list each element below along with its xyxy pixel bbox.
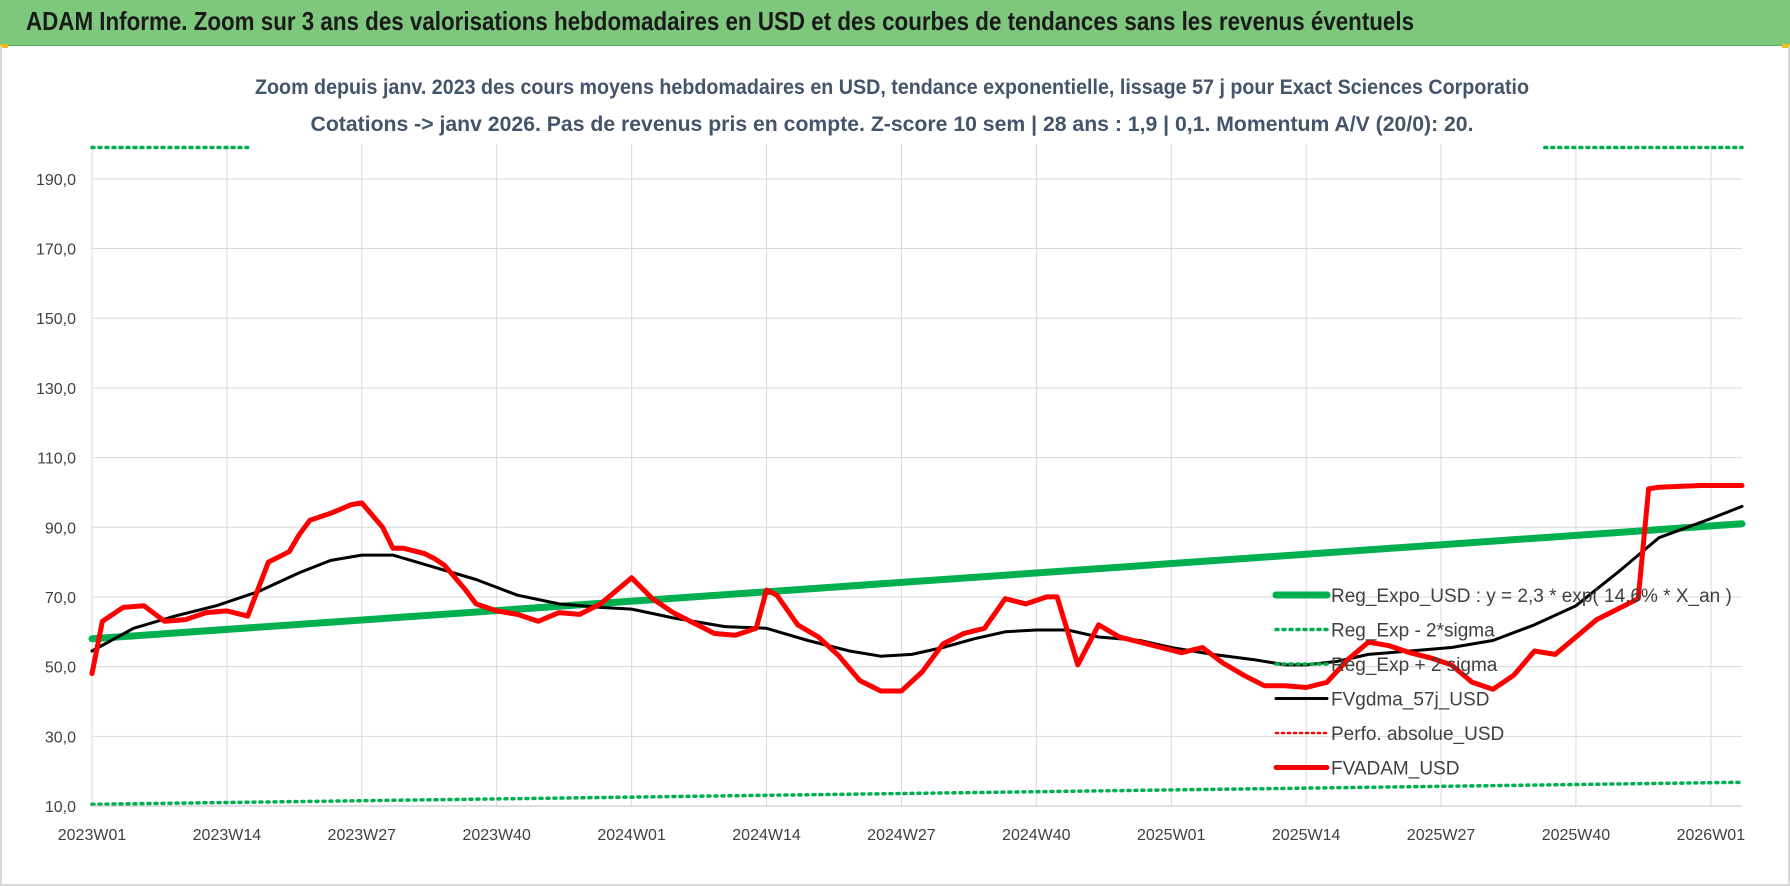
chart-title: Zoom depuis janv. 2023 des cours moyens …: [255, 76, 1529, 99]
x-tick-label: 2023W01: [58, 827, 127, 844]
x-tick-label: 2024W40: [1002, 827, 1071, 844]
legend-entry-label: Reg_Exp + 2 sigma: [1331, 655, 1498, 676]
chart-legend: Reg_Expo_USD : y = 2,3 * exp( 14,6% * X_…: [1272, 586, 1732, 780]
y-tick-label: 90,0: [45, 520, 76, 537]
x-tick-label: 2023W40: [462, 827, 531, 844]
y-tick-label: 130,0: [36, 381, 76, 398]
y-tick-label: 170,0: [36, 242, 76, 259]
y-tick-label: 150,0: [36, 311, 76, 328]
y-tick-label: 190,0: [36, 172, 76, 189]
x-tick-label: 2026W01: [1677, 827, 1746, 844]
y-tick-label: 110,0: [37, 451, 76, 468]
chart-axes: 10,0 30,0 50,0 70,0 90,0 110,0 130,0 150,0 170,0…: [36, 172, 1745, 844]
x-tick-label: 2024W27: [867, 827, 936, 844]
reg-expo-line: [88, 520, 1746, 643]
x-tick-label: 2023W27: [328, 827, 397, 844]
y-tick-label: 50,0: [45, 660, 76, 677]
legend-entry-label: Perfo. absolue_USD: [1331, 724, 1504, 745]
y-tick-label: 30,0: [45, 729, 76, 746]
legend-entry-label: FVADAM_USD: [1331, 759, 1459, 780]
x-tick-label: 2025W40: [1542, 827, 1611, 844]
x-tick-label: 2023W14: [193, 827, 262, 844]
report-title: ADAM Informe. Zoom sur 3 ans des valoris…: [26, 6, 1415, 36]
legend-entry-label: Reg_Exp - 2*sigma: [1331, 621, 1495, 642]
chart-grid: [91, 144, 1742, 807]
x-tick-label: 2025W14: [1272, 827, 1341, 844]
x-tick-label: 2025W01: [1137, 827, 1206, 844]
chart-subtitle: Cotations -> janv 2026. Pas de revenus p…: [311, 113, 1474, 136]
reg-exp-minus-2sigma-line: [90, 780, 1744, 807]
report-banner: ADAM Informe. Zoom sur 3 ans des valoris…: [0, 0, 1790, 46]
corner-mark-left: [0, 44, 8, 48]
legend-entry-label: Reg_Expo_USD : y = 2,3 * exp( 14,6% * X_…: [1331, 586, 1732, 607]
corner-mark-right: [1782, 44, 1790, 48]
chart-series: [88, 145, 1746, 807]
chart-frame: [0, 46, 1790, 886]
x-tick-label: 2024W01: [597, 827, 666, 844]
x-tick-label: 2024W14: [732, 827, 801, 844]
fvadam-line: [89, 483, 1745, 694]
y-tick-label: 10,0: [45, 799, 76, 816]
x-tick-label: 2025W27: [1407, 827, 1476, 844]
y-tick-label: 70,0: [45, 590, 76, 607]
legend-entry-label: FVgdma_57j_USD: [1331, 690, 1489, 711]
